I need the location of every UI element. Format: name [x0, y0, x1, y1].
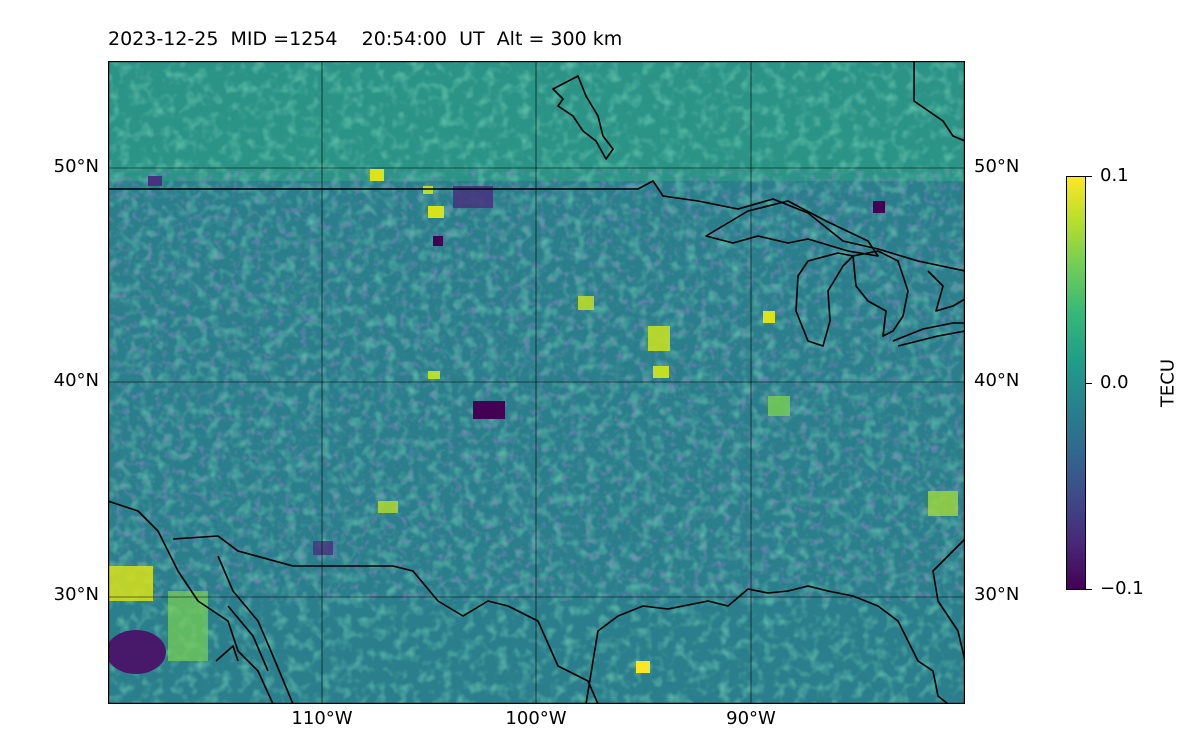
- graticule: [108, 61, 965, 704]
- colorbar-label-min: −0.1: [1100, 578, 1144, 599]
- pacific-coast: [108, 500, 274, 704]
- us-mexico-border: [172, 535, 599, 704]
- tec-map: [108, 61, 965, 704]
- colorbar-label-max: 0.1: [1100, 165, 1129, 186]
- colorbar: [1066, 176, 1086, 590]
- title-mid: MID =1254: [230, 28, 338, 50]
- lat-label-left-40: 40°N: [53, 370, 99, 391]
- map-border: [108, 61, 965, 704]
- tec-hotspots: [108, 169, 958, 673]
- northeast-coast: [913, 61, 965, 142]
- colorbar-tick-bottom: [1086, 589, 1092, 590]
- us-canada-border: [108, 180, 965, 272]
- colorbar-tick-top: [1086, 176, 1092, 177]
- lat-label-right-50: 50°N: [974, 156, 1020, 177]
- lake-huron: [852, 250, 909, 337]
- lake-erie: [892, 322, 965, 347]
- lon-label-110: 110°W: [291, 708, 353, 729]
- lat-label-left-50: 50°N: [53, 156, 99, 177]
- lat-label-right-40: 40°N: [974, 370, 1020, 391]
- title-alt: Alt = 300 km: [496, 28, 623, 50]
- lon-label-100: 100°W: [505, 708, 567, 729]
- lake-ontario: [927, 270, 965, 312]
- map-title: 2023-12-25 MID =1254 20:54:00 UT Alt = 3…: [108, 28, 622, 50]
- colorbar-tick-mid: [1086, 383, 1092, 384]
- hudson-bay-coast: [552, 75, 614, 160]
- lake-michigan: [795, 252, 854, 347]
- tec-depletions: [108, 176, 885, 674]
- colorbar-label-zero: 0.0: [1100, 372, 1129, 393]
- title-date: 2023-12-25: [108, 28, 219, 50]
- title-time: 20:54:00: [361, 28, 447, 50]
- coastlines-borders: [108, 61, 965, 704]
- lon-label-90: 90°W: [726, 708, 776, 729]
- gulf-coast: [585, 585, 949, 704]
- east-coast-florida: [932, 538, 965, 662]
- lat-label-left-30: 30°N: [53, 584, 99, 605]
- title-ut: UT: [459, 28, 485, 50]
- baja-coast: [215, 555, 294, 704]
- lat-label-right-30: 30°N: [974, 584, 1020, 605]
- colorbar-title: TECU: [1157, 358, 1179, 408]
